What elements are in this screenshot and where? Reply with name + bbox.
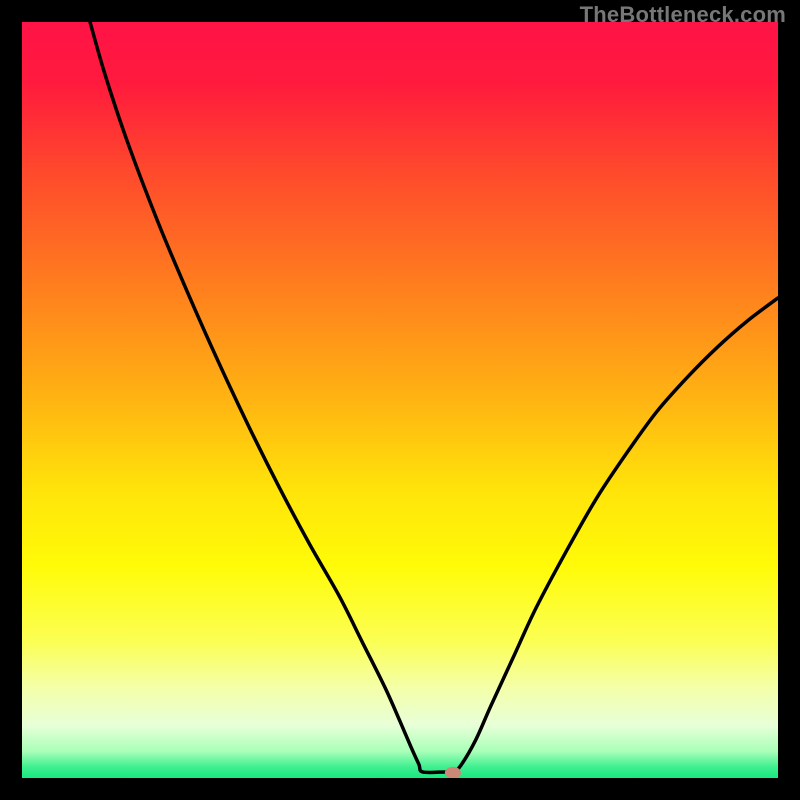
- chart-svg: [22, 22, 778, 778]
- figure-root: TheBottleneck.com: [0, 0, 800, 800]
- optimal-point-marker: [445, 767, 460, 778]
- plot-area: [22, 22, 778, 778]
